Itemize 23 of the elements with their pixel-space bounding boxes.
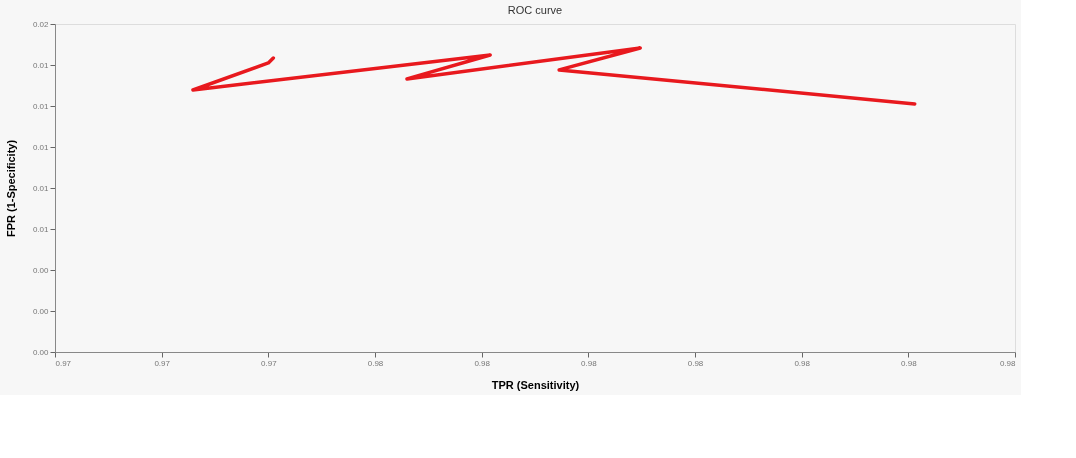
x-axis-title: TPR (Sensitivity) [491, 378, 580, 391]
x-tick-label: 0.97 [154, 358, 171, 368]
x-tick-label: 0.98 [794, 358, 811, 368]
y-tick-label: 0.01 [32, 224, 50, 234]
y-tick-label: 0.00 [32, 347, 50, 357]
x-tick-label: 0.98 [687, 358, 704, 368]
x-tick-label: 0.98 [901, 358, 918, 368]
line-series [191, 46, 917, 106]
y-tick-label: 0.01 [32, 183, 50, 193]
chart-title: ROC curve [507, 4, 563, 16]
x-tick-label: 0.98 [474, 358, 491, 368]
y-tick-label: 0.00 [32, 265, 50, 275]
y-tick-label: 0.01 [32, 142, 50, 152]
y-tick-label: 0.01 [32, 60, 50, 70]
x-tick-label: 0.97 [261, 358, 278, 368]
x-tick-label: 0.98 [581, 358, 598, 368]
y-tick-label: 0.00 [32, 306, 50, 316]
x-tick-label: 0.98 [999, 358, 1017, 368]
y-tick-label: 0.01 [32, 101, 50, 111]
y-tick-label: 0.02 [32, 19, 50, 29]
x-tick-label: 0.98 [367, 358, 384, 368]
y-axis-title: FPR (1-Specificity) [4, 139, 17, 238]
x-tick-label: 0.97 [55, 358, 72, 368]
